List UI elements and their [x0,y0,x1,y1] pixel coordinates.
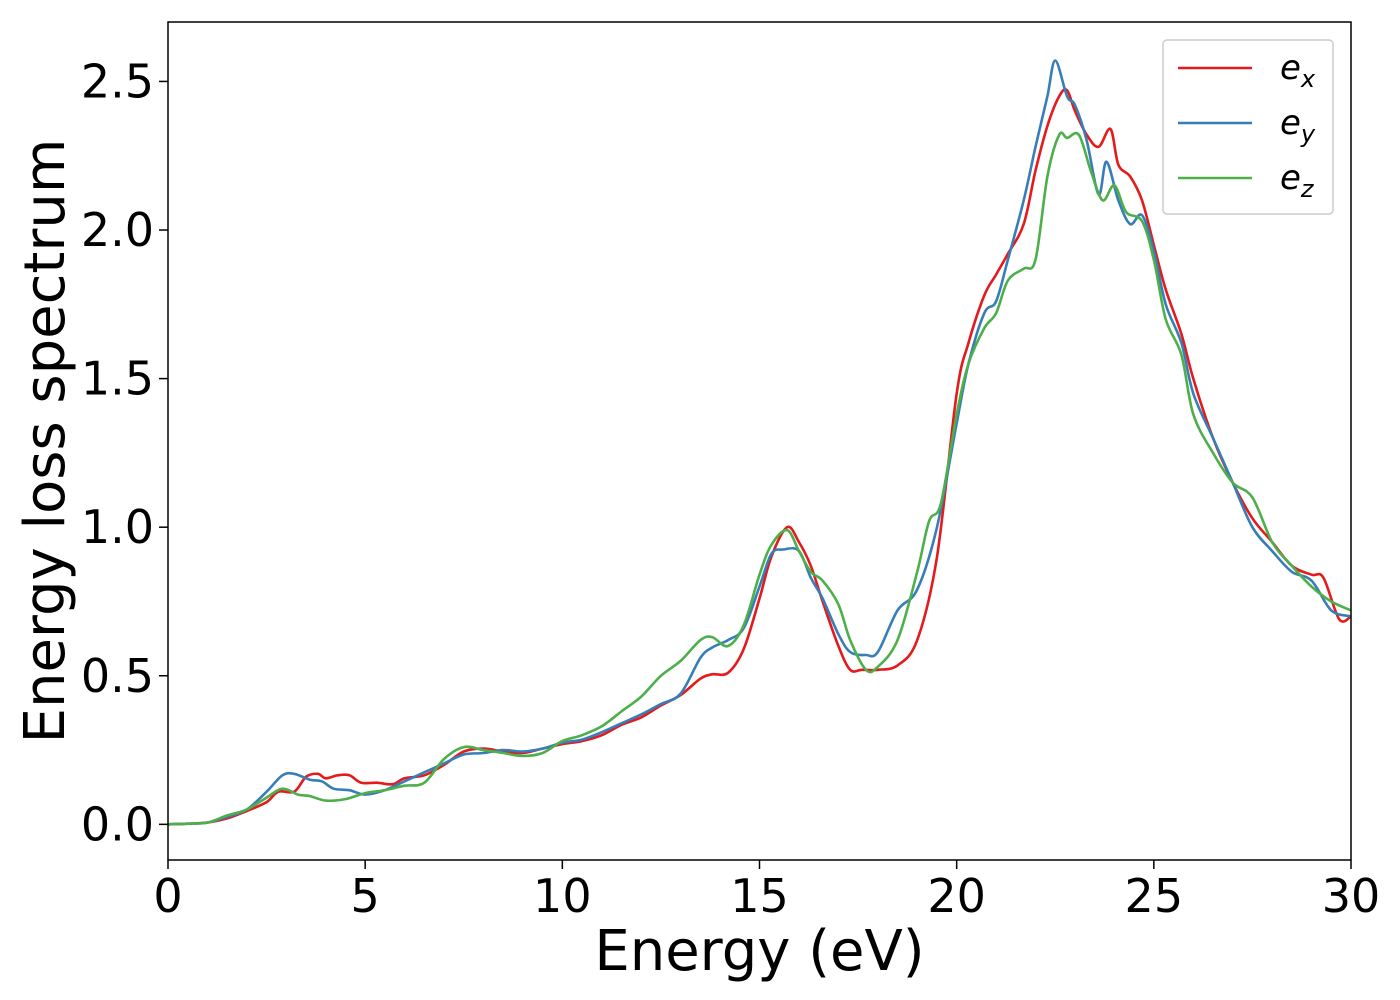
x-tick-label: 25 [1125,869,1184,923]
x-axis-label: Energy (eV) [594,919,924,984]
series-line-e-x [168,88,1351,826]
series-line-e-z [168,131,1351,826]
y-tick-label: 0.5 [81,649,154,703]
x-tick-label: 10 [533,869,592,923]
legend-label-z: ez [1280,158,1315,203]
y-tick-label: 1.5 [81,352,154,406]
x-tick-label: 20 [927,869,986,923]
legend-label-y: ey [1280,103,1316,148]
y-tick-label: 0.0 [81,797,154,851]
y-axis-label: Energy loss spectrum [13,139,78,744]
series-layer [168,59,1351,826]
y-axis: 0.0 0.5 1.0 1.5 2.0 2.5 [81,54,168,851]
x-tick-label: 5 [351,869,380,923]
legend-label-x: ex [1280,48,1316,93]
legend-box [1162,39,1334,215]
y-tick-label: 2.5 [81,54,154,108]
y-tick-label: 1.0 [81,500,154,554]
legend: ex ey ez [1162,39,1334,215]
x-axis: 0 5 10 15 20 25 30 [153,860,1380,923]
y-tick-label: 2.0 [81,203,154,257]
x-tick-label: 15 [730,869,789,923]
x-tick-label: 30 [1322,869,1381,923]
x-tick-label: 0 [153,869,182,923]
